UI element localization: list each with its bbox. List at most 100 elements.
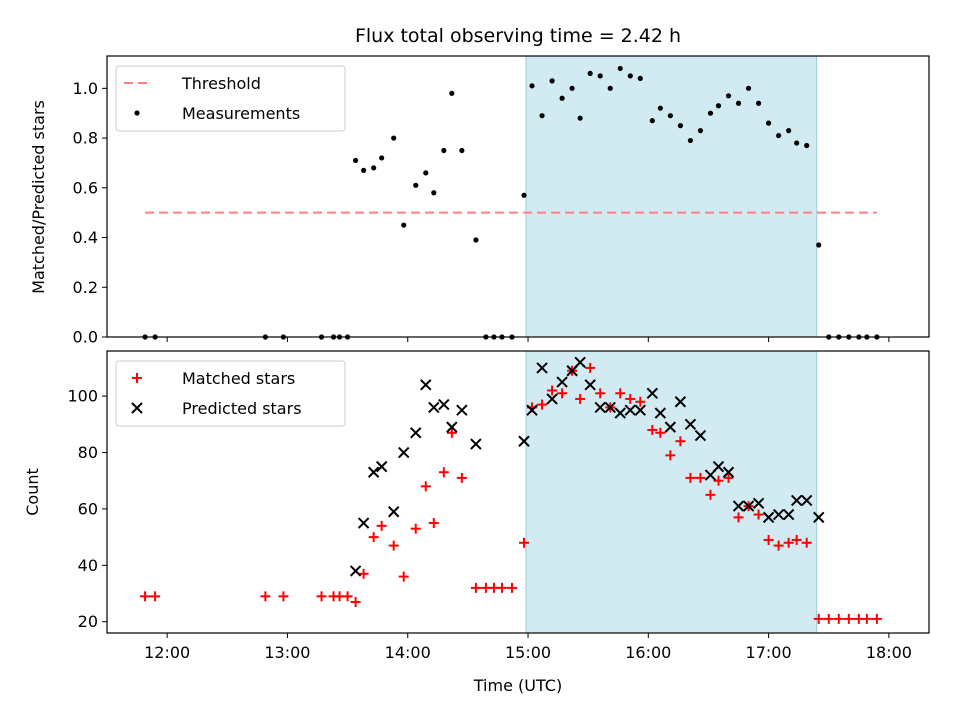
matched-star-point-33 (595, 388, 606, 399)
measurement-point-54 (804, 142, 810, 149)
matched-star-point-14 (410, 523, 421, 534)
matched-star-point-18 (446, 427, 457, 438)
predicted-star-point-7-b (420, 379, 432, 391)
matched-star-point-50 (763, 534, 774, 545)
measurement-point-18 (449, 90, 455, 96)
predicted-star-point-26 (646, 387, 659, 400)
predicted-star-point-35 (732, 500, 745, 512)
predicted-star-point-19 (574, 356, 586, 368)
matched-star-point-37 (635, 396, 646, 407)
measurement-point-27 (539, 113, 545, 119)
predicted-star-point-2 (367, 466, 380, 478)
predicted-star-point-25 (634, 404, 647, 416)
matched-star-point-60 (861, 613, 872, 624)
predicted-star-point-2-b (367, 466, 380, 478)
measurement-point-9 (361, 167, 367, 173)
measurement-point-15 (423, 170, 429, 176)
predicted-star-point-35-b (732, 500, 745, 512)
measurement-point-30 (569, 85, 575, 91)
predicted-star-point-17 (556, 376, 568, 388)
matched-star-point-17 (438, 467, 449, 478)
chart-title: Flux total observing time = 2.42 h (355, 25, 681, 47)
bottom-shaded-span (525, 350, 818, 634)
top-y-tick-label: 0.4 (73, 228, 98, 247)
predicted-star-point-43 (813, 511, 825, 524)
top-y-axis-label: Matched/Predicted stars (29, 100, 48, 294)
predicted-star-point-38-b (762, 511, 775, 524)
predicted-star-point-31-b (694, 429, 707, 442)
predicted-star-point-42-b (800, 494, 813, 507)
top-shaded-span (525, 55, 818, 338)
x-axis-label: Time (UTC) (473, 676, 562, 695)
predicted-star-point-11-b (456, 404, 468, 416)
predicted-star-point-14 (526, 404, 538, 416)
matched-star-point-16 (428, 518, 439, 529)
matched-star-point-29 (557, 388, 568, 399)
measurement-point-13 (401, 222, 407, 228)
bottom-plot-area: 20 40 60 80 100 12:00 13:00 14:00 15:00 16:00 17:0… (67, 350, 930, 662)
predicted-star-point-11 (456, 404, 468, 416)
predicted-star-point-40-b (782, 508, 795, 521)
matched-star-point-11 (376, 520, 387, 531)
matched-star-point-28 (547, 385, 558, 396)
measurement-point-39 (657, 105, 663, 111)
matched-star-point-8 (350, 596, 361, 607)
matched-star-point-31 (575, 393, 586, 404)
measurement-point-8 (353, 157, 359, 164)
measurement-point-12 (391, 135, 397, 141)
measurement-point-19 (459, 147, 465, 154)
top-axes-frame (106, 55, 930, 338)
predicted-star-point-21 (594, 401, 606, 414)
measurement-point-53 (794, 140, 800, 146)
predicted-star-point-21-b (594, 401, 606, 414)
predicted-star-point-23 (614, 407, 626, 419)
predicted-star-point-39 (772, 508, 785, 521)
matched-star-point-49 (753, 509, 764, 520)
x-tick-label: 14:00 (385, 643, 431, 662)
measurement-point-44 (707, 110, 714, 116)
predicted-star-point-10-b (446, 421, 458, 433)
measurement-point-35 (617, 65, 623, 72)
measurement-point-45 (715, 103, 722, 109)
predicted-star-point-20 (584, 379, 596, 391)
predicted-star-point-28 (664, 421, 677, 433)
x-tick-label: 16:00 (625, 643, 671, 662)
matched-star-point-56 (823, 613, 834, 624)
matched-star-point-32 (585, 362, 596, 373)
matched-star-point-24 (506, 582, 517, 593)
matched-star-point-58 (843, 613, 854, 624)
predicted-star-point-22 (604, 401, 616, 414)
measurement-point-55 (816, 242, 822, 248)
predicted-star-point-34-b (722, 466, 735, 478)
top-legend: Threshold Measurements (115, 65, 346, 132)
bottom-y-tick-label: 100 (67, 387, 98, 406)
bottom-legend-box (115, 360, 346, 427)
matched-star-point-44 (705, 489, 716, 500)
predicted-star-point-1 (357, 517, 370, 529)
matched-star-point-7 (342, 591, 353, 602)
measurement-point-47 (735, 100, 742, 106)
predicted-star-point-10 (446, 421, 458, 433)
x-tick-label: 17:00 (746, 643, 792, 662)
predicted-star-point-9 (438, 398, 450, 411)
predicted-star-point-31 (694, 429, 707, 442)
predicted-star-point-15-b (536, 362, 548, 374)
predicted-star-point-30-b (684, 418, 697, 431)
measurement-point-40 (667, 113, 673, 119)
predicted-star-point-29 (674, 396, 687, 408)
measurement-point-49 (755, 100, 762, 106)
predicted-star-point-6-b (410, 427, 422, 439)
predicted-star-point-7 (420, 379, 432, 391)
bottom-axes-frame (106, 350, 930, 634)
matched-star-point-2 (260, 591, 271, 602)
predicted-star-point-24-b (624, 404, 636, 416)
predicted-star-point-27-b (654, 407, 667, 419)
measurement-point-52 (786, 128, 792, 134)
measurement-point-48 (745, 85, 752, 91)
predicted-star-point-28-b (664, 421, 677, 433)
bottom-legend: Matched stars Predicted stars (115, 360, 346, 427)
predicted-star-point-38 (762, 511, 775, 524)
matched-star-point-12 (388, 540, 399, 551)
matched-star-point-43 (695, 472, 706, 483)
matched-star-point-61 (871, 613, 882, 624)
